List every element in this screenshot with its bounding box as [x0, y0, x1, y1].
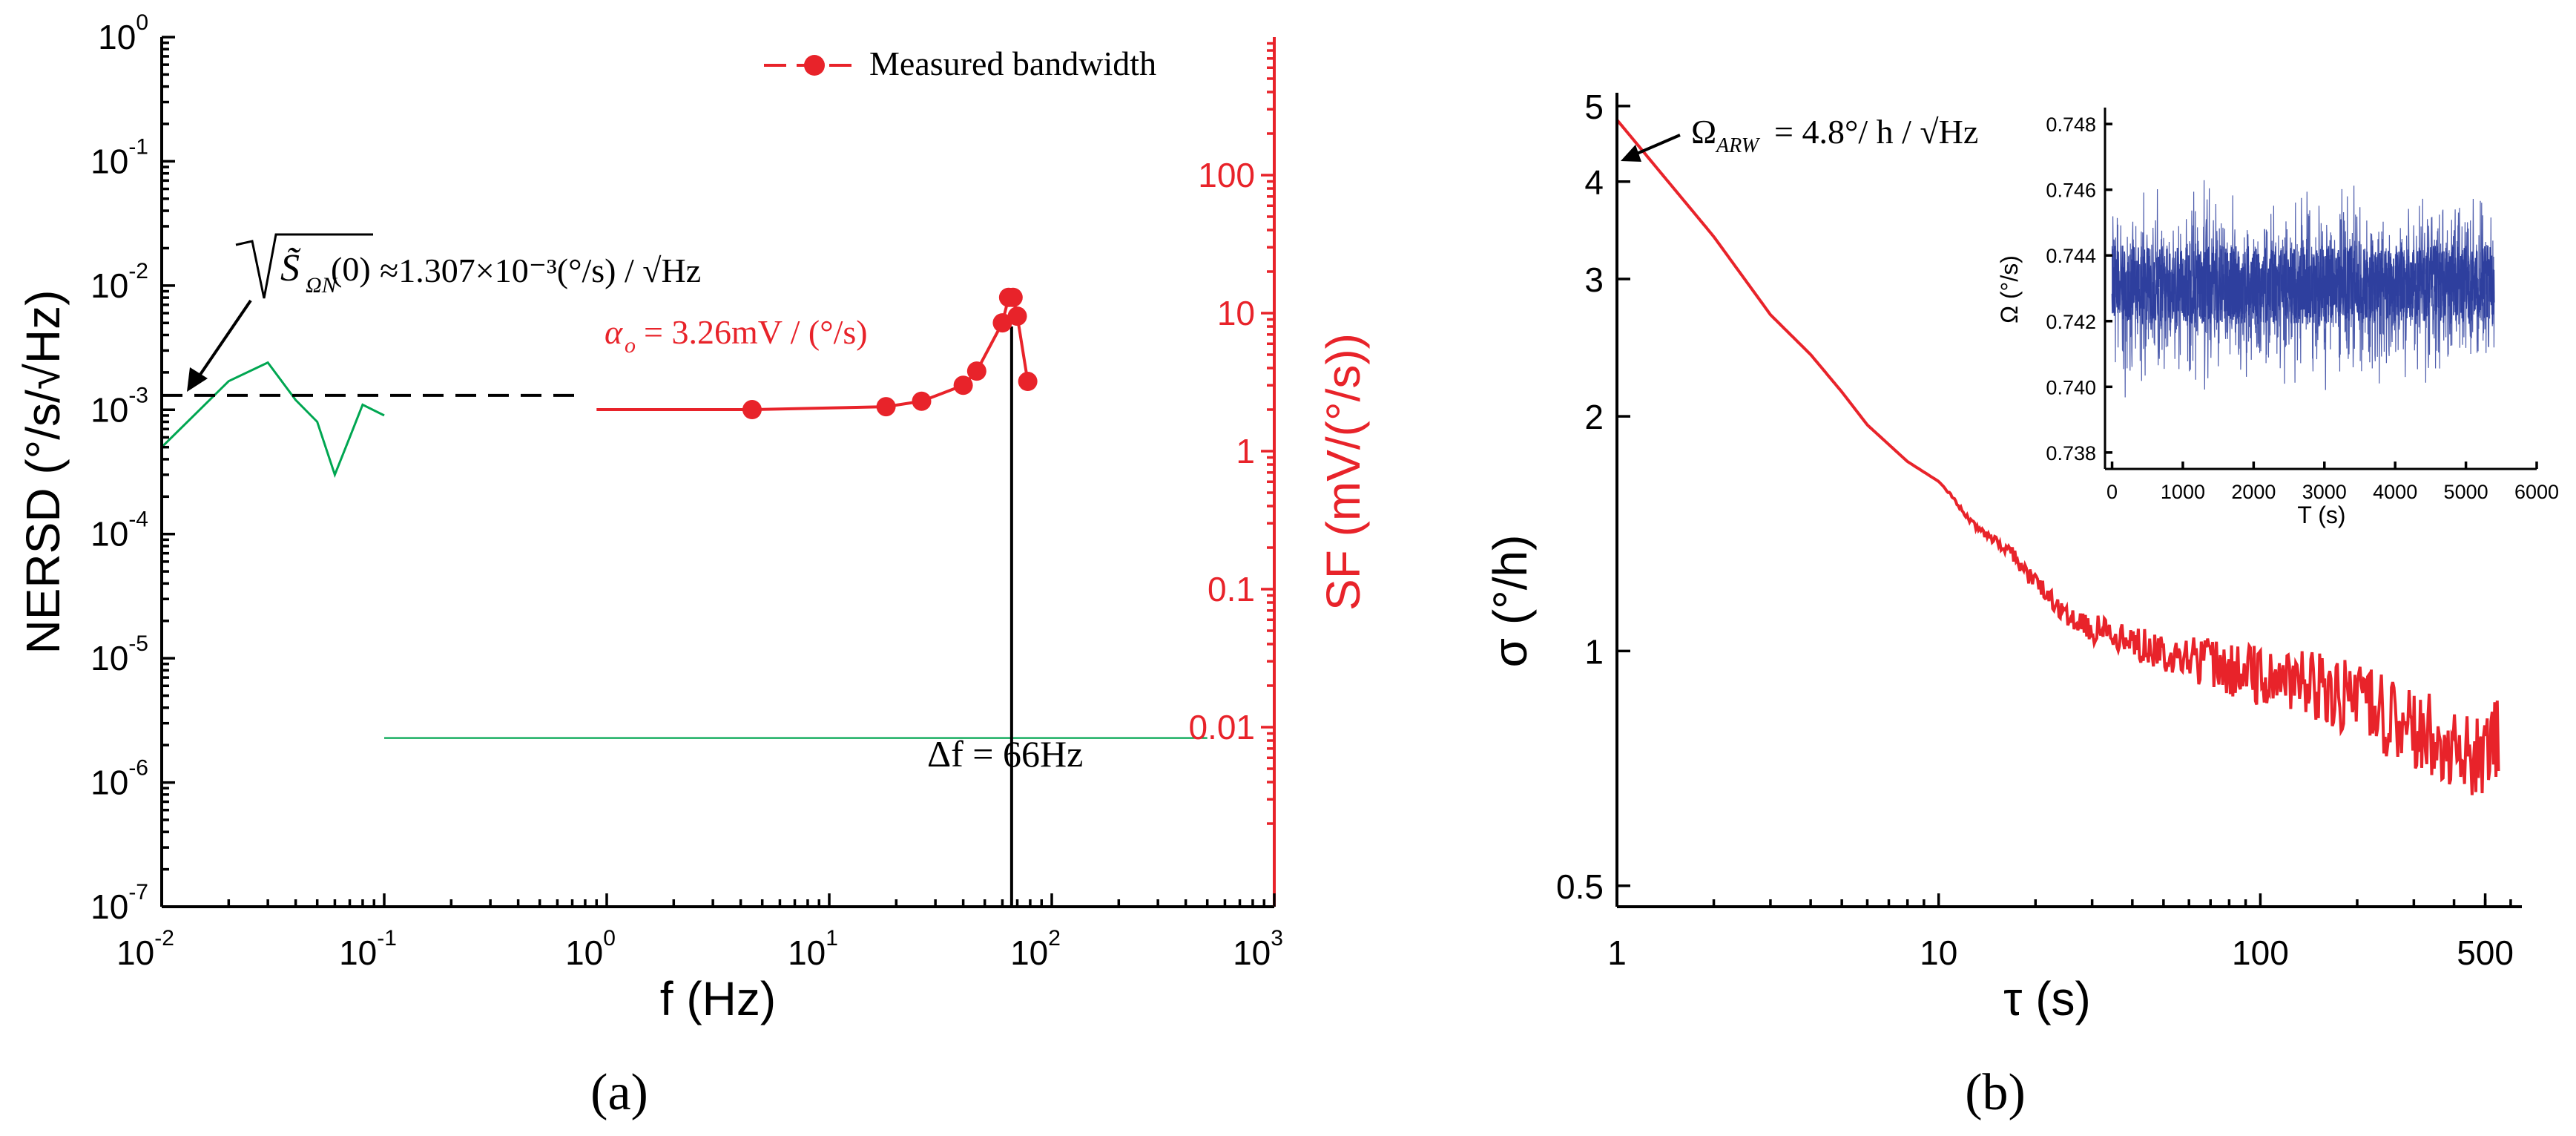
nersd-line-low-frequency	[160, 361, 385, 479]
inset-chart: 0 1000 2000 3000 4000 5000 6000 0.738 0.740 0.74…	[1996, 108, 2559, 528]
inset-y-tick-label: 0.742	[2046, 311, 2096, 333]
alpha-subscript: o	[625, 333, 636, 358]
y2-tick-label: 100	[1198, 156, 1255, 194]
panel-label-b: (b)	[1965, 1064, 2026, 1121]
b-y-tick-label: 2	[1584, 398, 1604, 436]
inset-x-tick-label: 6000	[2514, 481, 2559, 503]
inset-rate-core-line	[2111, 245, 2495, 325]
right-y-axis-ticks: 0.01 0.1 1 10 100	[1188, 42, 1274, 825]
delta-f-label: Δf = 66Hz	[927, 733, 1083, 775]
inset-x-tick-label: 1000	[2161, 481, 2205, 503]
chart-panel-a: 10-2 10-1 100 101 102 103 10-710-610-510-410-…	[16, 10, 1370, 1121]
inset-y-tick-label: 0.744	[2046, 245, 2096, 267]
inset-x-tick-label: 0	[2106, 481, 2118, 503]
inset-x-tick-label: 3000	[2302, 481, 2347, 503]
measured-bandwidth-point	[992, 313, 1012, 333]
arw-symbol: Ω	[1691, 113, 1716, 151]
arw-annotation: Ω ARW = 4.8°/ h / √Hz	[1621, 113, 1978, 162]
measured-bandwidth-point	[953, 375, 973, 395]
psd-argument: (0)	[331, 250, 371, 288]
b-y-tick-label: 0.5	[1556, 867, 1604, 906]
b-x-axis-ticks: 1 10 100 500	[1607, 893, 2514, 972]
inset-y-tick-label: 0.738	[2046, 442, 2096, 464]
y-tick-label: 10-4	[90, 508, 148, 554]
psd-annotation: S̃ ΩN (0) ≈1.307×10⁻³(°/s) / √Hz	[187, 233, 701, 392]
psd-value: ≈1.307×10⁻³(°/s) / √Hz	[380, 252, 701, 289]
arw-arrow-line	[1631, 134, 1681, 157]
alpha-value: = 3.26mV / (°/s)	[644, 313, 868, 351]
inset-y-tick-label: 0.748	[2046, 114, 2096, 136]
x-tick-label: 102	[1010, 926, 1061, 972]
inset-x-tick-label: 4000	[2373, 481, 2417, 503]
allan-deviation-line	[1615, 119, 2500, 795]
b-y-axis-ticks: 0.5 1 2 3 4 5	[1556, 88, 1630, 906]
b-x-tick-label: 10	[1920, 933, 1957, 972]
psd-subscript: ΩN	[306, 273, 338, 298]
b-y-tick-label: 3	[1584, 260, 1604, 299]
inset-x-axis-title: T (s)	[2297, 502, 2345, 528]
x-axis-title: f (Hz)	[660, 972, 776, 1025]
x-axis-ticks: 10-2 10-1 100 101 102 103	[116, 893, 1283, 972]
x-tick-label: 100	[565, 926, 616, 972]
measured-bandwidth-point	[1003, 287, 1023, 307]
psd-arrow-line	[195, 299, 252, 381]
b-y-tick-label: 1	[1584, 632, 1604, 671]
b-x-tick-label: 100	[2232, 933, 2289, 972]
alpha-annotation: α o = 3.26mV / (°/s)	[605, 313, 868, 358]
measured-bandwidth-point	[742, 400, 762, 420]
y-tick-label: 10-7	[90, 880, 148, 926]
inset-rate-series	[2111, 180, 2495, 398]
y2-tick-label: 0.01	[1188, 708, 1255, 746]
arw-subscript: ARW	[1715, 134, 1761, 157]
y-tick-label: 10-1	[90, 134, 148, 180]
legend-label: Measured bandwidth	[869, 45, 1156, 82]
y2-tick-label: 10	[1217, 294, 1255, 332]
psd-symbol: S̃	[280, 247, 301, 289]
panel-label-a: (a)	[590, 1064, 648, 1121]
measured-bandwidth-point	[876, 397, 896, 417]
y-tick-label: 10-6	[90, 756, 148, 802]
b-y-axis-title: σ (°/h)	[1483, 535, 1537, 668]
measured-bandwidth-point	[1018, 372, 1038, 392]
y2-tick-label: 1	[1236, 432, 1255, 470]
y-axis-ticks: 10-7 10-6 10-5 10-4 10-3 10-2 10-1 100	[90, 10, 175, 926]
inset-y-ticks: 0.738 0.740 0.742 0.744 0.746 0.748	[2046, 114, 2112, 464]
y-tick-label: 10-3	[90, 383, 148, 429]
x-tick-label: 10-1	[339, 926, 397, 972]
psd-arrowhead	[187, 367, 208, 392]
y-tick-label: 100	[98, 10, 148, 56]
inset-y-tick-label: 0.740	[2046, 376, 2096, 398]
x-tick-label: 101	[788, 926, 838, 972]
b-x-tick-label: 1	[1607, 933, 1627, 972]
inset-y-tick-label: 0.746	[2046, 180, 2096, 202]
b-x-tick-label: 500	[2457, 933, 2514, 972]
measured-bandwidth-point	[966, 361, 986, 381]
alpha-symbol: α	[605, 313, 623, 351]
legend-marker	[804, 55, 825, 76]
arw-arrowhead	[1621, 145, 1641, 162]
measured-bandwidth-series	[596, 287, 1038, 420]
b-x-axis-title: τ (s)	[2003, 972, 2091, 1025]
legend: Measured bandwidth	[764, 45, 1156, 82]
right-y-axis-title: SF (mV/(°/s))	[1317, 333, 1370, 611]
y2-tick-label: 0.1	[1208, 570, 1255, 608]
measured-bandwidth-point	[912, 391, 932, 411]
arw-value: = 4.8°/ h / √Hz	[1774, 113, 1978, 151]
x-tick-label: 10-2	[116, 926, 174, 972]
y-tick-label: 10-5	[90, 631, 148, 677]
inset-x-ticks: 0 1000 2000 3000 4000 5000 6000	[2106, 462, 2559, 503]
inset-x-tick-label: 5000	[2444, 481, 2488, 503]
b-y-tick-label: 4	[1584, 163, 1604, 202]
inset-x-tick-label: 2000	[2231, 481, 2276, 503]
measured-bandwidth-point	[1007, 306, 1027, 326]
b-y-tick-label: 5	[1584, 88, 1604, 126]
y-tick-label: 10-2	[90, 259, 148, 305]
inset-y-axis-title: Ω (°/s)	[1996, 255, 2023, 324]
allan-deviation-series	[1615, 119, 2500, 795]
nersd-series	[160, 361, 1208, 739]
x-tick-label: 103	[1233, 926, 1283, 972]
y-axis-title: NERSD (°/s/√Hz)	[16, 290, 70, 654]
